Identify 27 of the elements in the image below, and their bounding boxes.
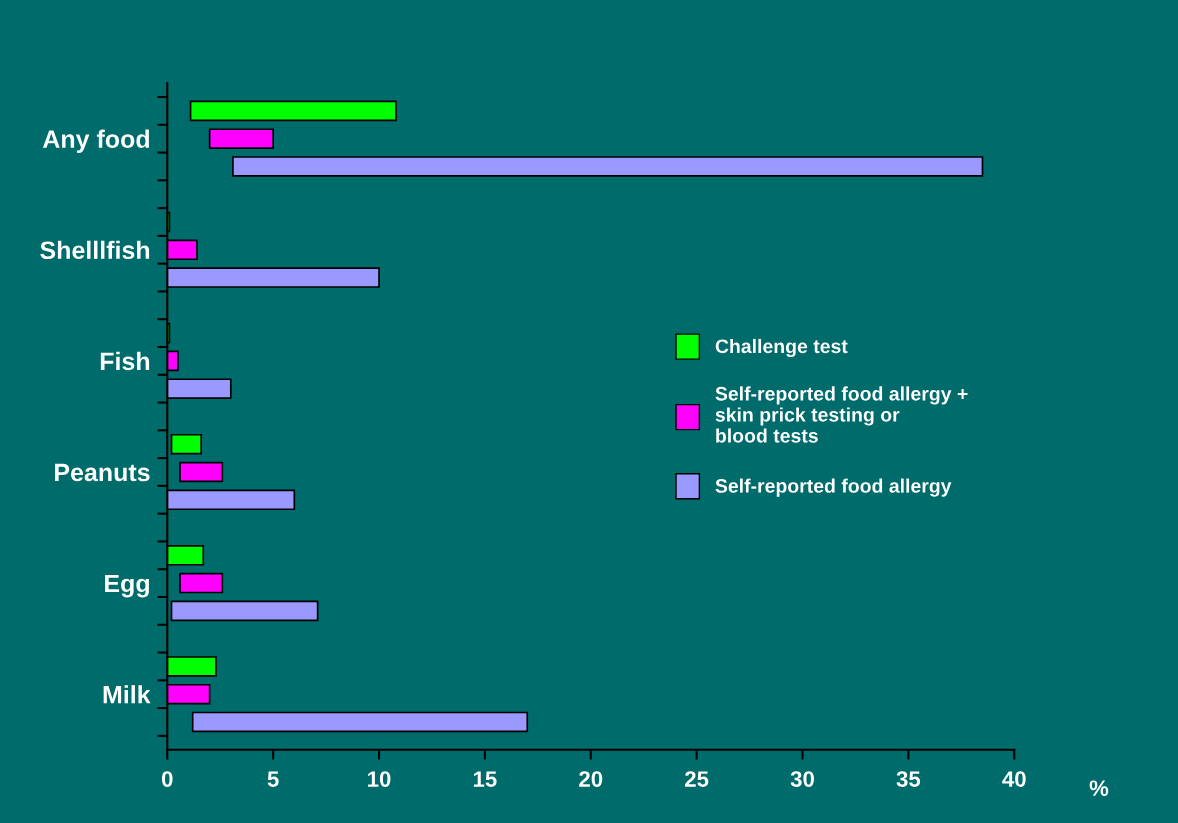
x-tick-label: 20 (579, 771, 603, 787)
legend-label: Self-reported food allergy (715, 478, 952, 497)
bar (189, 100, 397, 122)
x-tick-label: 15 (473, 771, 497, 787)
bar (179, 572, 224, 594)
x-tick-label: 0 (161, 771, 173, 787)
bar (170, 433, 202, 455)
x-tick-label: 25 (685, 771, 709, 787)
legend-label: Self-reported food allergy + skin prick testing or blood tests (715, 386, 968, 443)
y-tick-label: Peanuts (55, 463, 150, 482)
x-tick-label: 40 (1002, 771, 1026, 787)
y-tick-label: Fish (100, 351, 150, 371)
y-tick-label: Any food (42, 129, 149, 153)
bar (191, 711, 529, 733)
y-tick-label: Milk (103, 685, 151, 704)
x-tick-label: 35 (896, 771, 921, 787)
x-tick-label: 10 (368, 771, 391, 787)
x-tick-label: 30 (790, 771, 814, 787)
bar (179, 461, 224, 483)
x-axis-title: % (1089, 780, 1109, 797)
y-tick-label: Shelllfish (40, 240, 150, 260)
x-tick-label: 5 (267, 771, 279, 787)
bar (232, 156, 984, 177)
bar (170, 600, 319, 622)
y-tick-label: Egg (105, 574, 149, 598)
legend-label: Challenge test (715, 338, 848, 358)
bar (208, 128, 274, 149)
